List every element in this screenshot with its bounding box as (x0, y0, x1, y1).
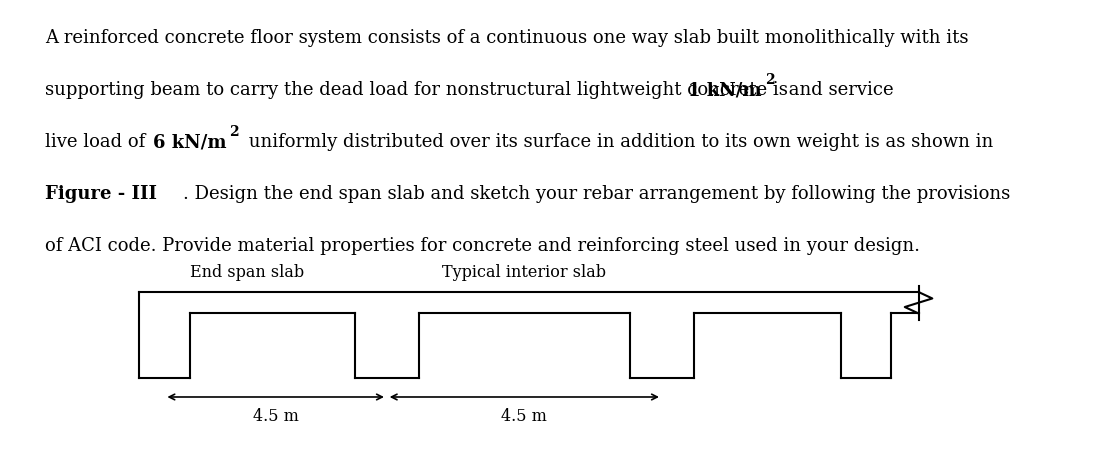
Text: of ACI code. Provide material properties for concrete and reinforcing steel used: of ACI code. Provide material properties… (45, 237, 920, 255)
Text: 4.5 m: 4.5 m (501, 408, 548, 425)
Text: 4.5 m: 4.5 m (253, 408, 299, 425)
Text: uniformly distributed over its surface in addition to its own weight is as shown: uniformly distributed over its surface i… (243, 133, 993, 151)
Text: 2: 2 (229, 125, 239, 139)
Text: Typical interior slab: Typical interior slab (443, 264, 606, 281)
Text: Figure - III: Figure - III (45, 185, 157, 203)
Text: . Design the end span slab and sketch your rebar arrangement by following the pr: . Design the end span slab and sketch yo… (183, 185, 1011, 203)
Text: and service: and service (783, 81, 893, 99)
Text: supporting beam to carry the dead load for nonstructural lightweight concrete is: supporting beam to carry the dead load f… (45, 81, 794, 99)
Text: 1 kN/m: 1 kN/m (688, 81, 761, 99)
Text: End span slab: End span slab (190, 264, 304, 281)
Text: A reinforced concrete floor system consists of a continuous one way slab built m: A reinforced concrete floor system consi… (45, 29, 968, 47)
Text: 6 kN/m: 6 kN/m (153, 133, 227, 151)
Text: 2: 2 (765, 73, 775, 87)
Text: live load of: live load of (45, 133, 151, 151)
